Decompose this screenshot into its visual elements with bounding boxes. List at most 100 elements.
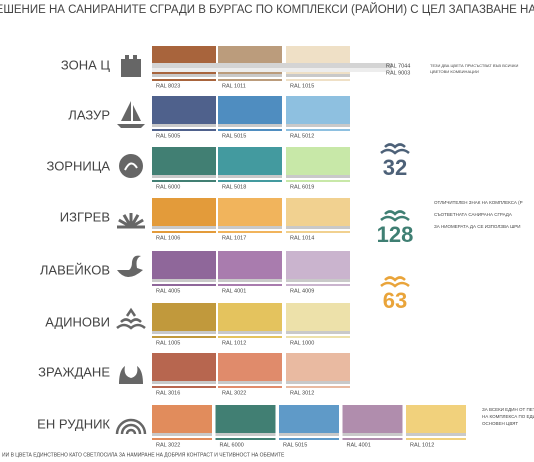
stripe: [218, 336, 282, 338]
swatch: [152, 147, 216, 175]
badge-icon: [380, 276, 410, 288]
row-name: ЗОРНИЦА: [46, 158, 110, 173]
stripe: [218, 180, 282, 182]
swatch: [286, 251, 350, 279]
icon: [124, 162, 138, 171]
row-name: ЛАЗУР: [68, 107, 110, 122]
stripe: [286, 124, 350, 127]
footer: ИИ В ЦВЕТА ЕДИНСТВЕНО КАТО СВЕТЛОСИЛА ЗА…: [2, 452, 285, 458]
row-name: ЕН РУДНИК: [37, 416, 110, 431]
stripe: [218, 331, 282, 334]
stripe: [218, 127, 282, 129]
stripe: [215, 438, 276, 440]
icon: [119, 154, 143, 178]
stripe: [152, 433, 212, 436]
row-name: АДИНОВИ: [45, 314, 110, 329]
swatch-label: RAL 1012: [222, 340, 246, 346]
swatch: [218, 96, 282, 124]
stripe: [286, 279, 350, 282]
swatch-label: RAL 4005: [156, 288, 180, 294]
stripe: [152, 331, 216, 334]
row-name: ЗРАЖДАНЕ: [38, 364, 110, 379]
stripe: [152, 180, 216, 182]
swatch-label: RAL 4001: [347, 442, 371, 448]
stripe: [286, 178, 350, 180]
badge-number: 32: [383, 155, 407, 180]
swatch: [152, 353, 216, 381]
stripe: [286, 336, 350, 338]
row-name: ЛАВЕЙКОВ: [40, 262, 110, 277]
stripe: [218, 124, 282, 127]
swatch-label: RAL 5015: [222, 133, 246, 139]
stripe: [406, 436, 466, 438]
stripe: [152, 231, 216, 233]
swatch-label: RAL 1017: [222, 235, 246, 241]
swatch: [286, 198, 350, 226]
title: РЕШЕНИЕ НА САНИРАНИТЕ СГРАДИ В БУРГАС ПО…: [0, 3, 534, 16]
stripe: [286, 226, 350, 229]
badge-number: 128: [377, 222, 414, 247]
swatch: [215, 405, 276, 433]
last-note: ОСНОВЕН ЦВЯТ: [482, 421, 518, 426]
swatch-label: RAL 3022: [156, 442, 180, 448]
swatch-label: RAL 4009: [290, 288, 314, 294]
swatch-label: RAL 8023: [156, 83, 180, 89]
swatch-label: RAL 3016: [156, 390, 180, 396]
stripe: [152, 178, 216, 180]
stripe: [218, 229, 282, 231]
common-label: RAL 9003: [386, 70, 410, 76]
swatch: [286, 96, 350, 124]
badge-note: ЗА НИОМЕРАТА ДА СЕ ИЗПОЛЗВА ШРИ: [434, 224, 520, 229]
stripe: [218, 282, 282, 284]
swatch: [342, 405, 403, 433]
stripe: [286, 231, 350, 233]
stripe: [279, 433, 339, 436]
swatch: [286, 303, 350, 331]
swatch: [152, 405, 212, 433]
stripe: [152, 438, 212, 440]
stripe: [286, 381, 350, 384]
stripe: [286, 77, 350, 79]
swatch-label: RAL 5018: [222, 184, 246, 190]
swatch-label: RAL 3012: [290, 390, 314, 396]
stripe: [152, 436, 212, 438]
stripe: [152, 129, 216, 131]
stripe: [342, 433, 403, 436]
stripe: [152, 386, 216, 388]
stripe: [152, 175, 216, 178]
stripe: [218, 381, 282, 384]
stripe: [279, 436, 339, 438]
swatch: [218, 251, 282, 279]
swatch-label: RAL 1006: [156, 235, 180, 241]
stripe: [218, 386, 282, 388]
stripe: [152, 282, 216, 284]
stripe: [218, 284, 282, 286]
stripe: [152, 74, 216, 77]
stripe: [152, 334, 216, 336]
swatch: [218, 353, 282, 381]
stripe: [286, 127, 350, 129]
swatch-label: RAL 1000: [290, 340, 314, 346]
icon: [117, 101, 145, 128]
icon: [115, 418, 147, 435]
swatch: [218, 198, 282, 226]
badge-number: 63: [383, 288, 407, 313]
stripe: [286, 284, 350, 286]
common-band: [152, 63, 392, 68]
stripe: [286, 384, 350, 386]
last-note: ЗА ВСЕКИ ЕДИН ОТ ПЕТ: [482, 407, 534, 412]
stripe: [152, 79, 216, 81]
stripe: [152, 279, 216, 282]
swatch-label: RAL 1012: [410, 442, 434, 448]
swatch-label: RAL 5015: [283, 442, 307, 448]
swatch: [152, 251, 216, 279]
row-name: ЗОНА Ц: [61, 57, 110, 72]
stripe: [152, 381, 216, 384]
stripe: [218, 77, 282, 79]
badge-icon: [380, 210, 410, 222]
icon: [116, 307, 146, 330]
stripe: [152, 77, 216, 79]
stripe: [286, 180, 350, 182]
stripe: [218, 178, 282, 180]
swatch: [279, 405, 339, 433]
